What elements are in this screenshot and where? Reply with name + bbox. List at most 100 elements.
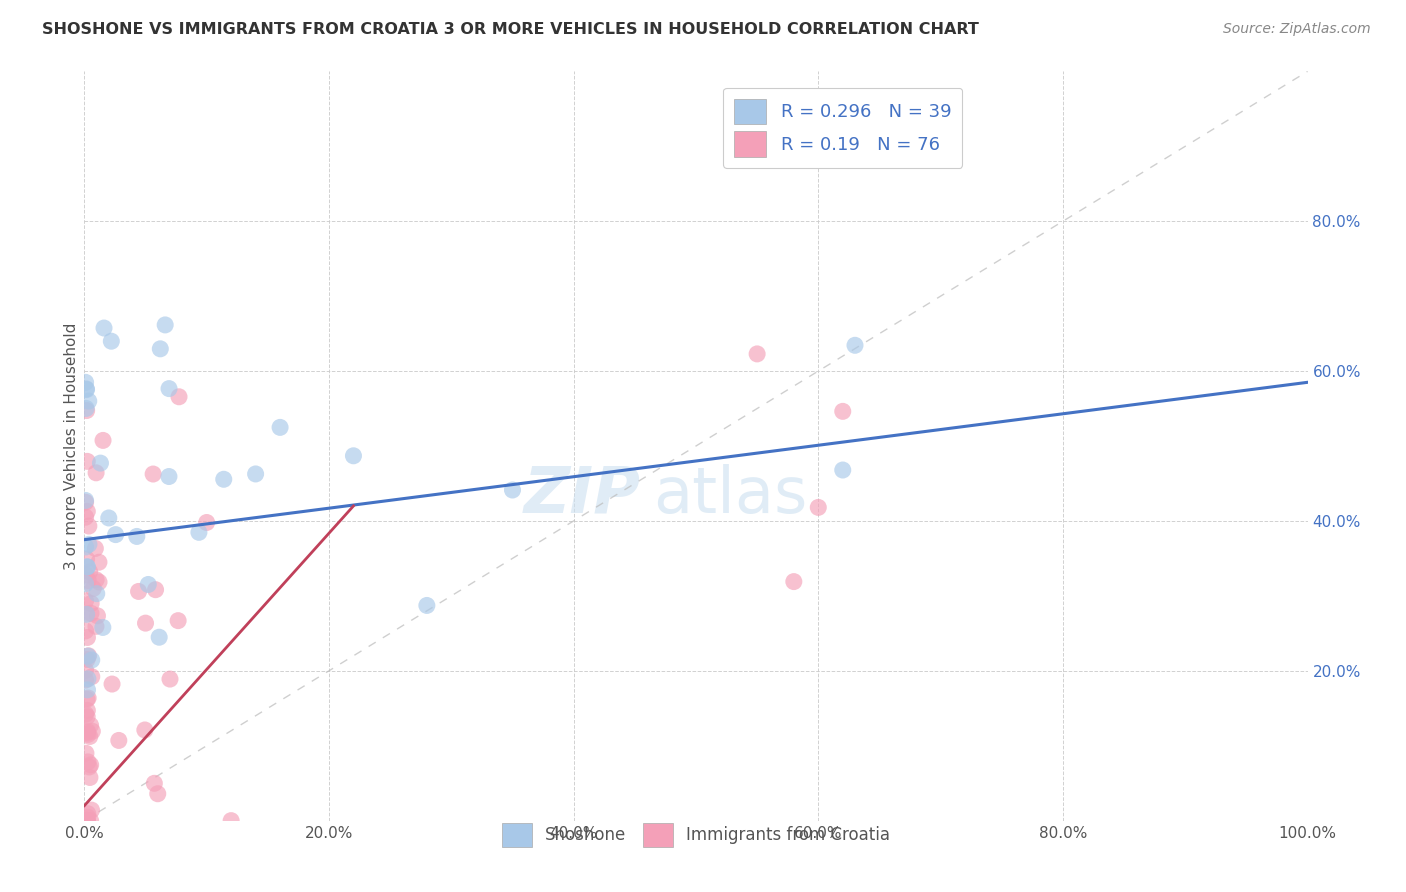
Point	[76, 692, 98, 706]
Point	[844, 338, 866, 352]
Point	[142, 467, 165, 481]
Point	[831, 463, 853, 477]
Point	[76, 383, 98, 397]
Point	[84, 573, 107, 587]
Point	[75, 376, 97, 390]
Point	[75, 664, 97, 678]
Point	[84, 619, 107, 633]
Point	[76, 703, 98, 717]
Point	[145, 582, 167, 597]
Point	[77, 649, 100, 664]
Point	[108, 733, 131, 747]
Point	[416, 599, 439, 613]
Point	[76, 709, 98, 723]
Point	[100, 334, 122, 349]
Point	[76, 810, 98, 824]
Text: SHOSHONE VS IMMIGRANTS FROM CROATIA 3 OR MORE VEHICLES IN HOUSEHOLD CORRELATION : SHOSHONE VS IMMIGRANTS FROM CROATIA 3 OR…	[42, 22, 979, 37]
Point	[79, 718, 101, 732]
Point	[75, 576, 97, 591]
Point	[75, 594, 97, 608]
Point	[135, 616, 157, 631]
Point	[82, 582, 104, 596]
Point	[76, 652, 98, 666]
Point	[75, 401, 97, 416]
Point	[167, 390, 190, 404]
Point	[167, 614, 190, 628]
Point	[77, 648, 100, 663]
Point	[212, 472, 235, 486]
Point	[77, 394, 100, 409]
Point	[76, 504, 98, 518]
Point	[79, 771, 101, 785]
Point	[79, 760, 101, 774]
Point	[80, 670, 103, 684]
Point	[219, 814, 242, 828]
Point	[79, 814, 101, 828]
Point	[269, 420, 291, 434]
Point	[93, 321, 115, 335]
Point	[831, 404, 853, 418]
Point	[125, 529, 148, 543]
Point	[75, 673, 97, 687]
Point	[76, 726, 98, 740]
Text: ZIP: ZIP	[524, 464, 641, 525]
Point	[128, 584, 150, 599]
Point	[76, 560, 98, 574]
Point	[75, 814, 97, 828]
Point	[77, 574, 100, 588]
Point	[77, 672, 100, 686]
Point	[101, 677, 124, 691]
Point	[76, 724, 98, 739]
Point	[80, 597, 103, 611]
Point	[76, 560, 98, 574]
Point	[84, 541, 107, 556]
Point	[76, 631, 98, 645]
Point	[75, 510, 97, 524]
Point	[86, 586, 108, 600]
Point	[157, 469, 180, 483]
Point	[75, 814, 97, 828]
Y-axis label: 3 or more Vehicles in Household: 3 or more Vehicles in Household	[63, 322, 79, 570]
Point	[502, 483, 524, 497]
Point	[75, 382, 97, 396]
Point	[75, 568, 97, 582]
Point	[245, 467, 267, 481]
Point	[75, 495, 97, 509]
Point	[75, 746, 97, 760]
Point	[76, 607, 98, 622]
Point	[807, 500, 830, 515]
Legend: Shoshone, Immigrants from Croatia: Shoshone, Immigrants from Croatia	[495, 816, 897, 854]
Point	[783, 574, 806, 589]
Point	[76, 454, 98, 468]
Point	[148, 630, 170, 644]
Point	[104, 527, 127, 541]
Point	[75, 814, 97, 828]
Point	[76, 814, 98, 828]
Point	[77, 690, 100, 705]
Point	[77, 519, 100, 533]
Point	[82, 724, 104, 739]
Point	[747, 347, 769, 361]
Point	[76, 806, 98, 821]
Point	[75, 624, 97, 638]
Point	[146, 787, 169, 801]
Point	[77, 727, 100, 741]
Point	[91, 620, 114, 634]
Point	[76, 814, 98, 828]
Point	[79, 565, 101, 579]
Point	[86, 608, 108, 623]
Point	[80, 653, 103, 667]
Text: Source: ZipAtlas.com: Source: ZipAtlas.com	[1223, 22, 1371, 37]
Point	[342, 449, 364, 463]
Point	[76, 552, 98, 566]
Point	[84, 466, 107, 480]
Point	[157, 382, 180, 396]
Point	[75, 707, 97, 722]
Point	[79, 730, 101, 744]
Point	[91, 434, 114, 448]
Point	[149, 342, 172, 356]
Point	[97, 511, 120, 525]
Point	[76, 814, 98, 828]
Text: atlas: atlas	[654, 464, 807, 525]
Point	[76, 403, 98, 417]
